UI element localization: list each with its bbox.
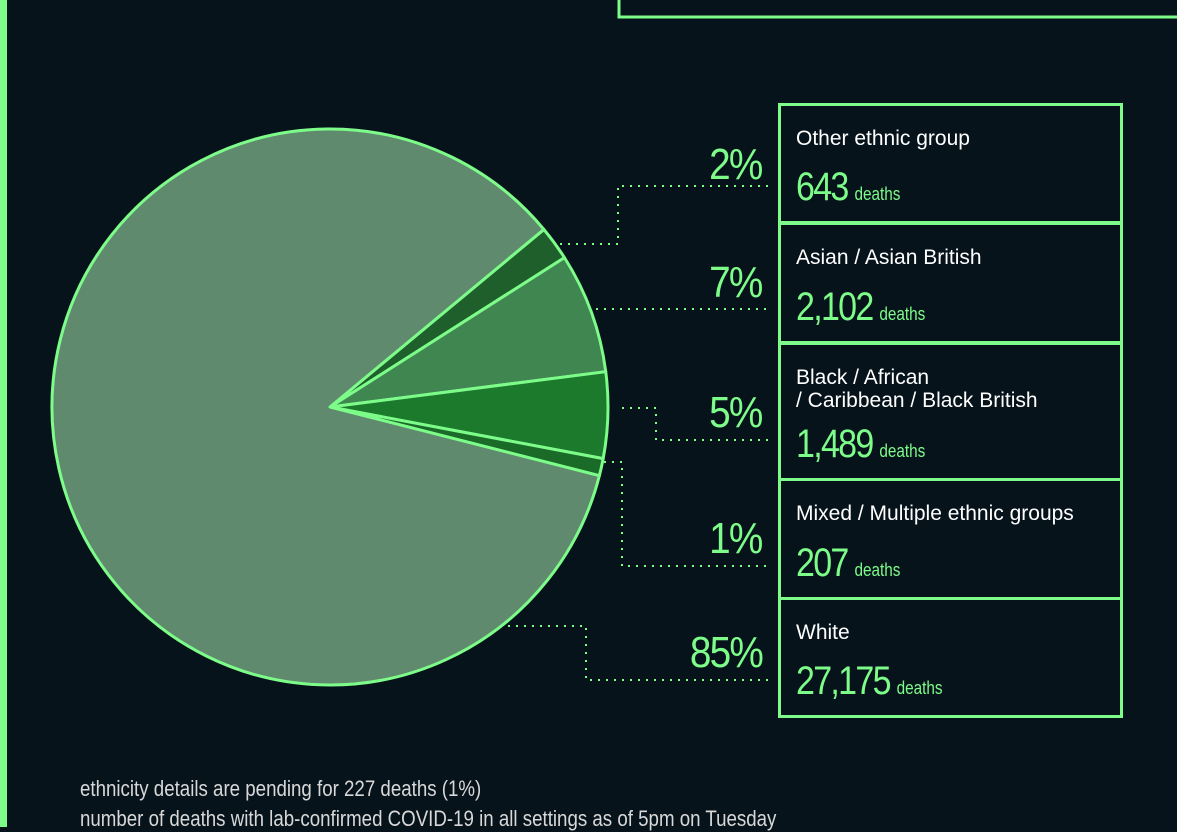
- left-border: [0, 0, 7, 827]
- footnote: number of deaths with lab-confirmed COVI…: [80, 806, 777, 831]
- category-label: Asian / Asian British: [796, 246, 982, 269]
- percent-label: 2%: [709, 140, 764, 189]
- deaths-unit: deaths: [896, 678, 943, 698]
- legend-box: Mixed / Multiple ethnic groups 207207deat…: [778, 478, 1123, 600]
- category-label: Mixed / Multiple ethnic groups: [796, 502, 1074, 525]
- deaths-unit: deaths: [854, 184, 901, 204]
- deaths-count: 207207deaths: [796, 541, 901, 585]
- percent-label: 7%: [709, 258, 764, 307]
- legend-box: Other ethnic group 643643deaths: [778, 103, 1123, 224]
- category-label: Other ethnic group: [796, 127, 970, 150]
- pie: [50, 127, 610, 687]
- percent-label: 5%: [709, 388, 764, 437]
- percent-label: 85%: [689, 628, 764, 677]
- percent-label: 1%: [709, 514, 764, 563]
- deaths-count: 643643deaths: [796, 165, 901, 209]
- category-label: White: [796, 621, 850, 644]
- deaths-unit: deaths: [879, 304, 926, 324]
- pie-slice: [50, 127, 601, 687]
- top-box: [617, 0, 1177, 19]
- legend-box: Black / African / Caribbean / Black Brit…: [778, 342, 1123, 481]
- footnote: ethnicity details are pending for 227 de…: [80, 776, 482, 801]
- deaths-unit: deaths: [879, 441, 926, 461]
- deaths-unit: deaths: [854, 560, 901, 580]
- leader-lines: [508, 185, 770, 681]
- pie-slice: [328, 256, 608, 409]
- category-label: Black / African / Caribbean / Black Brit…: [796, 366, 1038, 412]
